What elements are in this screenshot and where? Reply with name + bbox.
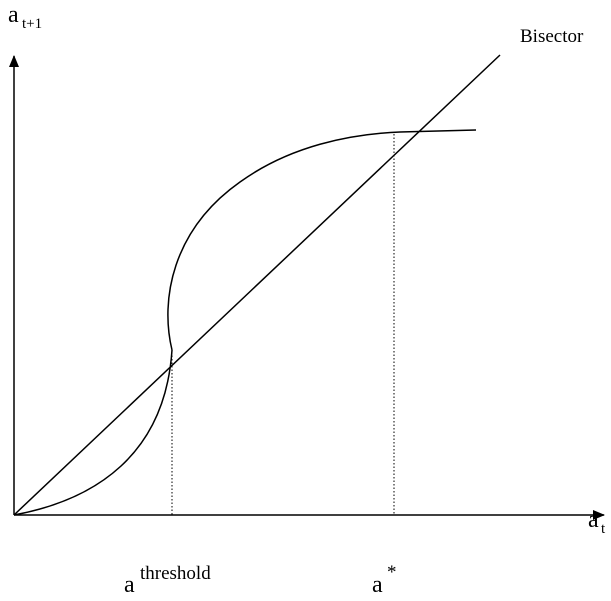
threshold-label: a xyxy=(124,572,135,598)
steady-state-superscript: * xyxy=(387,562,397,583)
x-axis-label: a xyxy=(588,507,599,533)
upper-curve xyxy=(167,129,477,351)
bisector-line xyxy=(13,54,501,516)
x-axis-subscript: t xyxy=(601,521,606,537)
y-axis-subscript: t+1 xyxy=(22,16,42,32)
y-axis-label: a xyxy=(8,2,19,28)
threshold-superscript: threshold xyxy=(140,563,211,584)
steady-state-label: a xyxy=(372,572,383,598)
bisector-label: Bisector xyxy=(520,26,584,47)
lower-curve xyxy=(13,349,173,516)
